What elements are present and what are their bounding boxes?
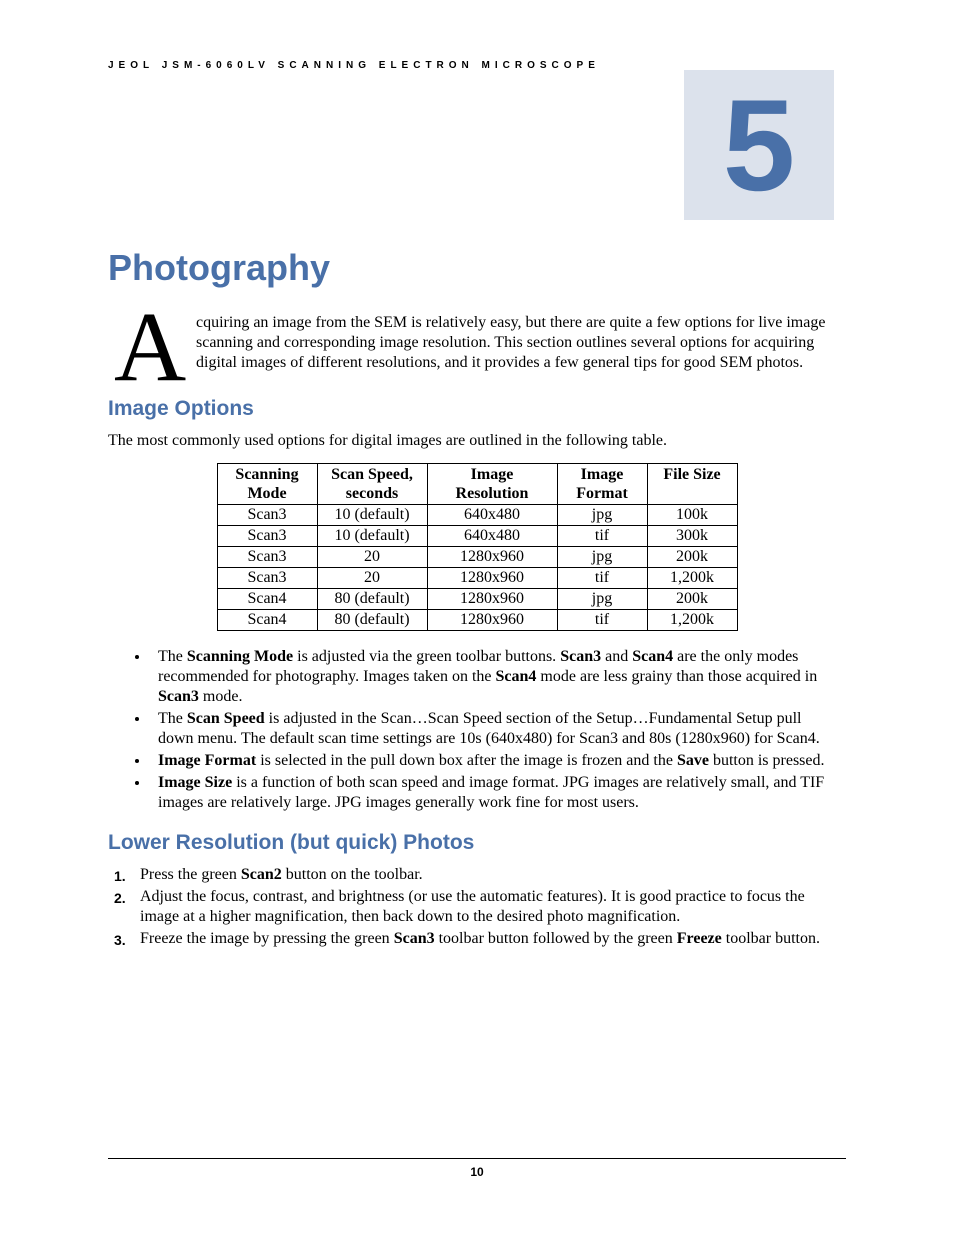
table-cell: Scan3 <box>217 505 317 526</box>
table-cell: 300k <box>647 526 737 547</box>
step-item: Freeze the image by pressing the green S… <box>114 929 846 949</box>
step-item: Press the green Scan2 button on the tool… <box>114 865 846 885</box>
page-title: Photography <box>108 247 846 289</box>
table-cell: 20 <box>317 547 427 568</box>
table-cell: 200k <box>647 589 737 610</box>
table-cell: 1280x960 <box>427 568 557 589</box>
table-cell: 80 (default) <box>317 589 427 610</box>
table-cell: 200k <box>647 547 737 568</box>
table-cell: 10 (default) <box>317 526 427 547</box>
intro-text: cquiring an image from the SEM is relati… <box>174 313 846 373</box>
table-row: Scan480 (default)1280x960tif1,200k <box>217 610 737 631</box>
page-footer: 10 <box>108 1158 846 1179</box>
table-cell: 20 <box>317 568 427 589</box>
chapter-number: 5 <box>723 72 795 218</box>
table-cell: 640x480 <box>427 526 557 547</box>
drop-cap: A <box>114 297 186 397</box>
section-heading-lower-res: Lower Resolution (but quick) Photos <box>108 831 846 855</box>
section1-intro: The most commonly used options for digit… <box>108 431 846 451</box>
table-cell: 1280x960 <box>427 547 557 568</box>
table-cell: 1,200k <box>647 568 737 589</box>
list-item: The Scan Speed is adjusted in the Scan…S… <box>150 709 836 749</box>
table-cell: 1280x960 <box>427 610 557 631</box>
intro-paragraph: A cquiring an image from the SEM is rela… <box>174 313 846 373</box>
table-row: Scan480 (default)1280x960jpg200k <box>217 589 737 610</box>
table-row: Scan3201280x960tif1,200k <box>217 568 737 589</box>
table-cell: Scan3 <box>217 547 317 568</box>
table-row: Scan310 (default)640x480jpg100k <box>217 505 737 526</box>
bullet-list: The Scanning Mode is adjusted via the gr… <box>150 647 846 813</box>
table-cell: Scan4 <box>217 589 317 610</box>
table-cell: 100k <box>647 505 737 526</box>
table-header: File Size <box>647 464 737 505</box>
page-number: 10 <box>470 1165 483 1179</box>
table-cell: 10 (default) <box>317 505 427 526</box>
table-cell: Scan3 <box>217 568 317 589</box>
section-heading-image-options: Image Options <box>108 397 846 421</box>
table-cell: jpg <box>557 505 647 526</box>
list-item: Image Size is a function of both scan sp… <box>150 773 836 813</box>
table-cell: Scan4 <box>217 610 317 631</box>
table-cell: tif <box>557 568 647 589</box>
table-header: ImageResolution <box>427 464 557 505</box>
table-header: ImageFormat <box>557 464 647 505</box>
table-cell: 1280x960 <box>427 589 557 610</box>
table-row: Scan3201280x960jpg200k <box>217 547 737 568</box>
list-item: The Scanning Mode is adjusted via the gr… <box>150 647 836 707</box>
image-options-table: ScanningModeScan Speed,secondsImageResol… <box>217 463 738 631</box>
chapter-number-box: 5 <box>684 70 834 220</box>
table-row: Scan310 (default)640x480tif300k <box>217 526 737 547</box>
table-cell: tif <box>557 610 647 631</box>
step-item: Adjust the focus, contrast, and brightne… <box>114 887 846 927</box>
numbered-steps: Press the green Scan2 button on the tool… <box>114 865 846 949</box>
table-header: ScanningMode <box>217 464 317 505</box>
table-header: Scan Speed,seconds <box>317 464 427 505</box>
table-cell: 640x480 <box>427 505 557 526</box>
table-cell: tif <box>557 526 647 547</box>
table-cell: Scan3 <box>217 526 317 547</box>
table-cell: 80 (default) <box>317 610 427 631</box>
table-cell: jpg <box>557 589 647 610</box>
list-item: Image Format is selected in the pull dow… <box>150 751 836 771</box>
table-cell: jpg <box>557 547 647 568</box>
table-cell: 1,200k <box>647 610 737 631</box>
